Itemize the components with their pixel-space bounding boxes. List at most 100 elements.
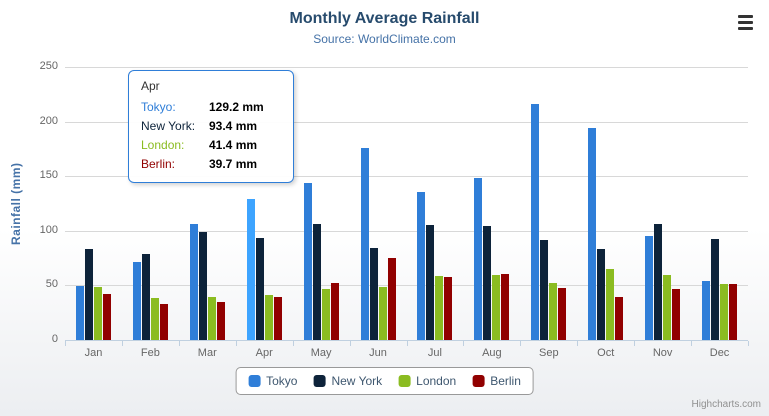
bar-london-dec[interactable] [720, 284, 729, 340]
bar-london-feb[interactable] [150, 297, 159, 340]
xaxis-label: Jan [84, 347, 103, 359]
plot-area [65, 67, 748, 341]
xaxis-tick [634, 341, 636, 346]
yaxis-label: 250 [39, 60, 58, 72]
xaxis-label: Jul [427, 347, 442, 359]
legend-item-london[interactable]: London [398, 374, 456, 388]
bar-london-nov[interactable] [663, 275, 672, 340]
xaxis-tick [406, 341, 408, 346]
bar-new-york-oct[interactable] [597, 248, 606, 340]
yaxis-label: 50 [45, 278, 58, 291]
gridline [65, 230, 748, 232]
bar-new-york-sep[interactable] [540, 240, 549, 340]
yaxis-label: 150 [39, 169, 58, 182]
xaxis-tick [463, 341, 465, 346]
bar-tokyo-jan[interactable] [75, 285, 84, 340]
bar-london-jan[interactable] [93, 286, 102, 340]
bar-berlin-jul[interactable] [444, 277, 453, 340]
tooltip-row-berlin: Berlin: 39.7 mm [141, 155, 281, 174]
bar-new-york-may[interactable] [312, 224, 321, 340]
yaxis-title: Rainfall (mm) [9, 162, 23, 245]
bar-berlin-jun[interactable] [387, 257, 396, 340]
xaxis-tick [178, 341, 180, 346]
bar-london-oct[interactable] [606, 268, 615, 340]
bar-berlin-mar[interactable] [216, 302, 225, 340]
tooltip-series-value: 93.4 mm [209, 119, 258, 133]
xaxis-tick [235, 341, 237, 346]
tooltip-series-name: New York: [141, 119, 196, 133]
xaxis-label: Jun [369, 347, 387, 359]
bar-london-apr[interactable] [264, 294, 273, 340]
xaxis-tick [292, 341, 294, 346]
bar-tokyo-may[interactable] [303, 182, 312, 340]
bar-berlin-may[interactable] [330, 282, 339, 340]
bar-tokyo-aug[interactable] [474, 177, 483, 340]
xaxis-label: Oct [597, 347, 615, 359]
xaxis-tick [121, 341, 123, 346]
bar-new-york-dec[interactable] [711, 239, 720, 340]
bar-london-mar[interactable] [207, 297, 216, 340]
bar-tokyo-nov[interactable] [645, 235, 654, 340]
yaxis-label: 100 [39, 223, 58, 236]
bar-new-york-jul[interactable] [426, 225, 435, 340]
bar-new-york-feb[interactable] [141, 253, 150, 340]
gridline [65, 176, 748, 178]
bar-berlin-jan[interactable] [102, 293, 111, 340]
gridline [65, 67, 748, 68]
bar-london-may[interactable] [321, 288, 330, 340]
chart-subtitle: Source: WorldClimate.com [313, 32, 456, 46]
tooltip-series-name: Tokyo: [141, 100, 176, 114]
bar-new-york-jan[interactable] [84, 248, 93, 340]
bar-tokyo-oct[interactable] [588, 128, 597, 340]
bar-tokyo-sep[interactable] [531, 103, 540, 340]
bar-berlin-feb[interactable] [159, 303, 168, 340]
bar-tokyo-jul[interactable] [417, 191, 426, 340]
bar-berlin-nov[interactable] [672, 288, 681, 340]
xaxis-tick [691, 341, 693, 346]
legend-item-berlin[interactable]: Berlin [472, 374, 521, 388]
xaxis-label: Mar [197, 347, 217, 359]
xaxis-tick [577, 341, 579, 346]
bar-tokyo-feb[interactable] [132, 261, 141, 340]
bar-berlin-oct[interactable] [615, 297, 624, 340]
legend-item-tokyo[interactable]: Tokyo [248, 374, 297, 388]
bar-new-york-apr[interactable] [255, 238, 264, 340]
bar-new-york-aug[interactable] [483, 226, 492, 340]
bar-tokyo-mar[interactable] [189, 223, 198, 340]
legend-swatch-london [398, 375, 411, 387]
bar-tokyo-jun[interactable] [360, 147, 369, 340]
bar-new-york-jun[interactable] [369, 247, 378, 340]
bar-london-jun[interactable] [378, 287, 387, 340]
bar-new-york-mar[interactable] [198, 232, 207, 340]
tooltip-row-new-york: New York: 93.4 mm [141, 117, 281, 136]
tooltip-series-name: London: [141, 138, 185, 152]
legend-swatch-tokyo [248, 375, 261, 387]
bar-berlin-apr[interactable] [273, 296, 282, 340]
bar-london-sep[interactable] [549, 282, 558, 340]
xaxis-tick [748, 341, 749, 346]
legend-swatch-berlin [472, 375, 485, 387]
xaxis-label: Dec [709, 347, 730, 359]
hamburger-icon [737, 26, 753, 30]
legend-label: New York [331, 374, 383, 388]
bar-berlin-aug[interactable] [501, 274, 510, 340]
bar-london-jul[interactable] [435, 275, 444, 340]
xaxis-label: Apr [255, 347, 273, 359]
export-menu-button[interactable] [733, 12, 757, 32]
legend-swatch-new-york [313, 375, 326, 387]
tooltip-title: Apr [141, 79, 160, 93]
tooltip-series-value: 39.7 mm [209, 157, 258, 171]
xaxis-label: Sep [538, 347, 559, 359]
bar-new-york-nov[interactable] [654, 223, 663, 340]
bar-tokyo-dec[interactable] [702, 280, 711, 340]
bar-berlin-dec[interactable] [729, 284, 738, 340]
tooltip-series-name: Berlin: [141, 157, 176, 171]
legend-item-new-york[interactable]: New York [313, 374, 382, 388]
bar-london-aug[interactable] [492, 274, 501, 340]
bar-berlin-sep[interactable] [558, 288, 567, 340]
credits-link[interactable]: Highcharts.com [691, 399, 761, 410]
tooltip-row-tokyo: Tokyo: 129.2 mm [141, 98, 281, 117]
bar-tokyo-apr[interactable] [246, 198, 255, 340]
hamburger-icon [737, 20, 753, 24]
